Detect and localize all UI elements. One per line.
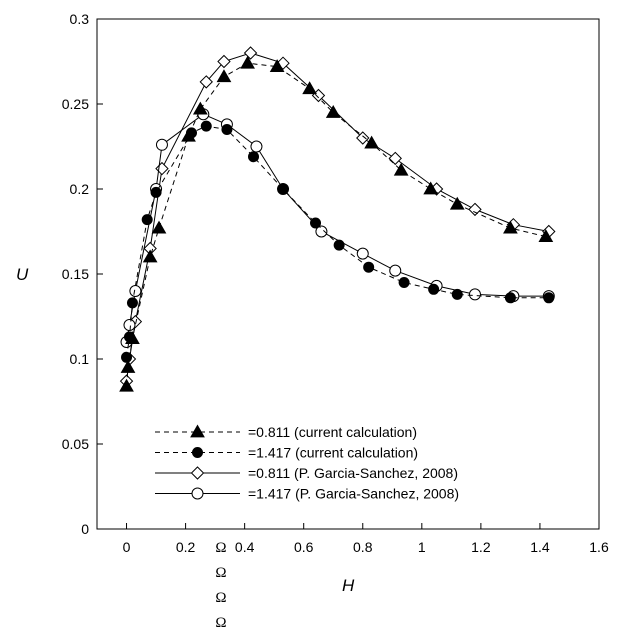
y-axis-title: U bbox=[16, 265, 29, 284]
data-point bbox=[364, 135, 379, 149]
legend-item: =0.811 (current calculation) bbox=[155, 424, 417, 440]
series-2 bbox=[121, 120, 555, 363]
legend-label: =0.811 (current calculation) bbox=[248, 424, 417, 440]
series-layer bbox=[119, 46, 556, 392]
data-point bbox=[123, 319, 136, 331]
data-point bbox=[243, 46, 258, 60]
x-tick-label: 1.2 bbox=[471, 539, 491, 555]
data-point bbox=[221, 124, 233, 135]
data-point bbox=[428, 283, 440, 295]
data-point bbox=[142, 249, 158, 263]
data-point bbox=[248, 151, 260, 163]
data-point bbox=[123, 331, 135, 343]
data-point bbox=[151, 220, 167, 234]
legend-item: =1.417 (current calculation) bbox=[155, 445, 418, 461]
data-point bbox=[363, 261, 375, 273]
legend-marker bbox=[191, 487, 204, 500]
y-tick-label: 0.2 bbox=[70, 181, 90, 197]
legend-marker bbox=[192, 447, 203, 458]
data-point bbox=[200, 120, 212, 132]
y-tick-label: 0.15 bbox=[62, 266, 89, 282]
data-point bbox=[393, 162, 409, 176]
data-point bbox=[449, 196, 465, 210]
y-tick-label: 0.1 bbox=[70, 351, 90, 367]
data-point bbox=[325, 104, 341, 118]
series-3 bbox=[119, 46, 556, 388]
data-point bbox=[121, 351, 133, 363]
x-tick-label: 0 bbox=[123, 539, 131, 555]
data-point bbox=[119, 378, 134, 392]
data-point bbox=[250, 140, 263, 153]
data-point bbox=[302, 81, 317, 95]
legend: =0.811 (current calculation) =1.417 (curr… bbox=[155, 424, 459, 502]
legend-item: =1.417 (P. Garcia-Sanchez, 2008) bbox=[155, 486, 459, 502]
data-point bbox=[423, 181, 439, 195]
data-point bbox=[315, 225, 328, 238]
y-tick-label: 0 bbox=[81, 521, 89, 537]
data-point bbox=[155, 138, 168, 151]
x-tick-label: 1.4 bbox=[530, 539, 550, 555]
x-tick-label: 0.2 bbox=[176, 539, 196, 555]
data-point bbox=[150, 186, 162, 198]
data-point bbox=[277, 183, 289, 195]
data-point bbox=[356, 131, 370, 145]
x-axis-ticks: 0 0.2 0.4 0.6 0.8 1 1.2 1.4 1.6 bbox=[123, 523, 609, 555]
x-axis-title: H bbox=[342, 576, 355, 595]
y-axis-ticks: 0 0.05 0.1 0.15 0.2 0.25 0.3 bbox=[62, 11, 103, 537]
x-tick-label: 1.6 bbox=[589, 539, 609, 555]
series-line bbox=[126, 125, 549, 358]
legend-marker bbox=[190, 466, 205, 480]
x-tick-label: 0.4 bbox=[235, 539, 255, 555]
legend-label: =0.811 (P. Garcia-Sanchez, 2008) bbox=[248, 465, 458, 481]
data-point bbox=[240, 55, 255, 69]
data-point bbox=[388, 151, 402, 166]
data-point bbox=[217, 54, 231, 69]
series-1 bbox=[119, 55, 554, 392]
series-line bbox=[126, 113, 549, 343]
data-point bbox=[141, 214, 153, 226]
data-point bbox=[192, 101, 208, 115]
data-point bbox=[216, 69, 232, 83]
data-point bbox=[199, 75, 213, 89]
data-point bbox=[451, 288, 463, 300]
x-tick-label: 1 bbox=[418, 539, 426, 555]
y-tick-label: 0.05 bbox=[62, 436, 89, 452]
x-tick-label: 0.8 bbox=[353, 539, 373, 555]
data-point bbox=[185, 127, 197, 139]
data-point bbox=[389, 264, 402, 277]
data-point bbox=[468, 202, 482, 217]
series-line bbox=[126, 52, 549, 382]
legend-item: =0.811 (P. Garcia-Sanchez, 2008) bbox=[155, 465, 458, 481]
omega-symbol: Ω bbox=[215, 615, 226, 631]
data-point bbox=[129, 285, 142, 297]
y-tick-label: 0.3 bbox=[70, 11, 90, 27]
data-point bbox=[333, 239, 345, 251]
data-point bbox=[468, 288, 481, 301]
data-point bbox=[504, 292, 516, 304]
omega-symbol: Ω bbox=[215, 540, 226, 556]
legend-marker bbox=[190, 424, 205, 438]
data-point bbox=[503, 220, 518, 234]
data-point bbox=[126, 297, 138, 309]
data-point bbox=[543, 292, 555, 304]
legend-label: =1.417 (P. Garcia-Sanchez, 2008) bbox=[248, 486, 459, 502]
series-4 bbox=[120, 108, 555, 348]
data-point bbox=[269, 59, 285, 72]
legend-label: =1.417 (current calculation) bbox=[248, 445, 418, 461]
y-tick-label: 0.25 bbox=[62, 96, 89, 112]
data-point bbox=[398, 277, 410, 288]
data-point bbox=[120, 359, 136, 373]
omega-symbol: Ω bbox=[215, 565, 226, 581]
omega-symbol: Ω bbox=[215, 590, 226, 606]
x-tick-label: 0.6 bbox=[294, 539, 314, 555]
data-point bbox=[310, 217, 322, 229]
data-point bbox=[538, 229, 554, 242]
data-point bbox=[356, 247, 369, 260]
